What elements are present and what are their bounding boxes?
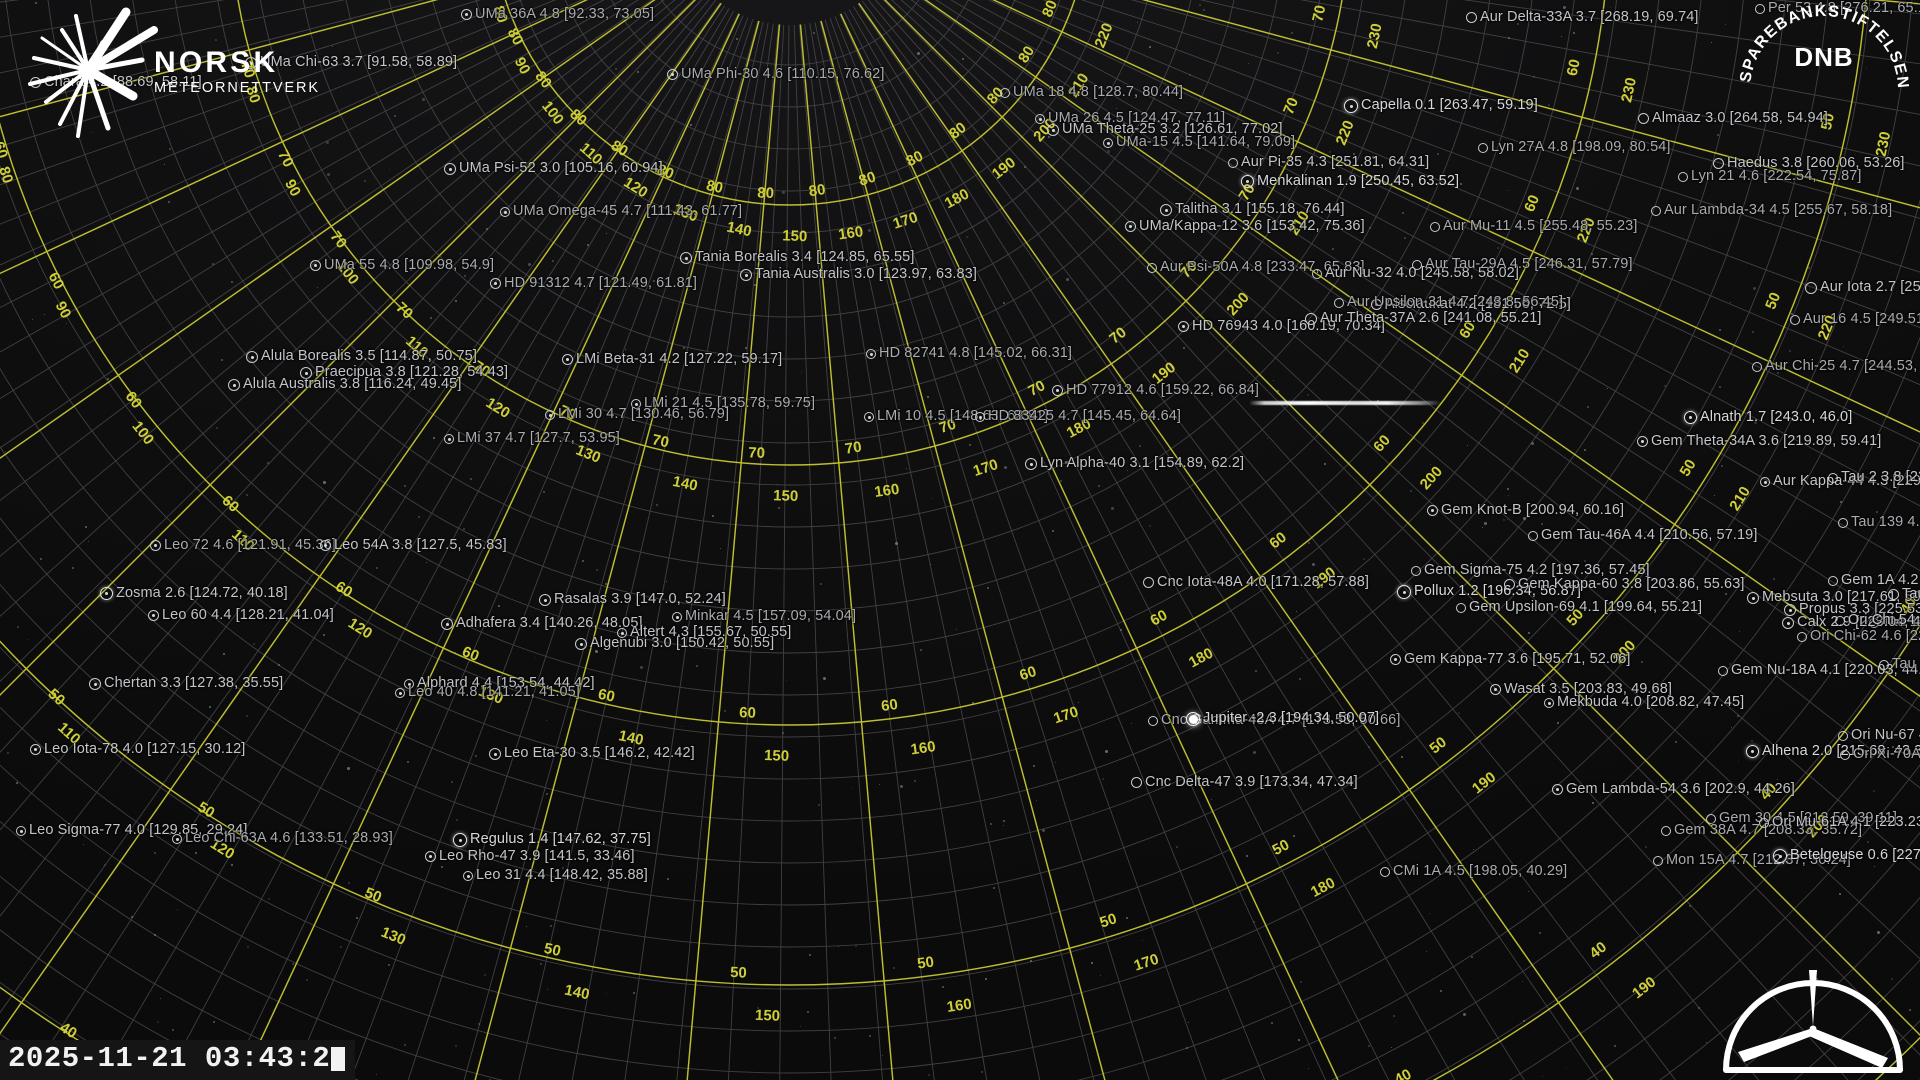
meteor-trail — [1249, 401, 1441, 405]
svg-text:50: 50 — [1676, 456, 1699, 479]
svg-text:160: 160 — [837, 223, 864, 243]
svg-text:80: 80 — [808, 181, 827, 200]
norsk-meteornettverk-logo: NORSK METEORNETTVERK — [16, 6, 406, 146]
svg-text:80: 80 — [946, 119, 970, 143]
svg-text:170: 170 — [1052, 703, 1081, 727]
svg-text:140: 140 — [671, 473, 699, 495]
logo-center-text: DNB — [1794, 42, 1853, 72]
svg-text:60: 60 — [1521, 193, 1543, 215]
svg-text:40: 40 — [1897, 594, 1920, 617]
svg-text:150: 150 — [782, 227, 808, 245]
svg-text:70: 70 — [937, 416, 958, 437]
logo-subtitle: METEORNETTVERK — [154, 80, 320, 96]
svg-text:170: 170 — [971, 456, 1000, 480]
svg-text:150: 150 — [755, 1007, 781, 1025]
svg-text:230: 230 — [1364, 22, 1386, 50]
svg-text:90: 90 — [511, 55, 534, 78]
svg-text:70: 70 — [326, 228, 350, 252]
svg-text:70: 70 — [557, 402, 579, 424]
svg-text:160: 160 — [873, 481, 900, 501]
sparebankstiftelsen-dnb-logo: SPAREBANKSTIFTELSEN DNB — [1734, 0, 1914, 134]
svg-text:50: 50 — [1098, 910, 1119, 931]
svg-text:80: 80 — [1015, 43, 1038, 66]
svg-text:50: 50 — [730, 964, 747, 982]
svg-text:80: 80 — [1039, 0, 1061, 20]
svg-text:80: 80 — [242, 84, 263, 105]
svg-text:70: 70 — [237, 59, 258, 80]
svg-text:160: 160 — [946, 996, 973, 1016]
svg-text:140: 140 — [563, 982, 591, 1004]
svg-text:150: 150 — [764, 747, 790, 765]
meteor-burst-icon — [28, 7, 158, 138]
svg-text:160: 160 — [910, 738, 937, 758]
svg-text:170: 170 — [1132, 951, 1161, 975]
svg-text:60: 60 — [122, 388, 146, 412]
svg-text:50: 50 — [194, 798, 217, 821]
svg-text:90: 90 — [281, 177, 304, 200]
svg-text:80: 80 — [705, 177, 725, 197]
svg-text:170: 170 — [891, 209, 920, 233]
svg-text:80: 80 — [504, 25, 527, 48]
svg-text:50: 50 — [1818, 112, 1838, 132]
svg-text:70: 70 — [274, 147, 297, 170]
svg-text:70: 70 — [1025, 377, 1048, 400]
svg-text:80: 80 — [903, 147, 926, 170]
svg-text:60: 60 — [1564, 58, 1584, 78]
svg-text:60: 60 — [1266, 529, 1290, 553]
logo-title: NORSK — [154, 46, 279, 79]
svg-text:40: 40 — [57, 1019, 80, 1042]
timestamp-caret — [331, 1047, 346, 1071]
svg-text:140: 140 — [725, 219, 753, 241]
svg-text:60: 60 — [460, 643, 482, 665]
svg-text:80: 80 — [531, 68, 555, 92]
svg-text:60: 60 — [739, 704, 756, 722]
svg-text:90: 90 — [52, 299, 75, 322]
svg-text:70: 70 — [1106, 324, 1130, 348]
svg-text:80: 80 — [490, 4, 511, 25]
svg-text:60: 60 — [1017, 663, 1038, 684]
svg-text:50: 50 — [1762, 290, 1784, 312]
svg-text:230: 230 — [1873, 130, 1895, 158]
svg-text:80: 80 — [857, 168, 878, 189]
svg-text:80: 80 — [608, 137, 631, 160]
svg-text:50: 50 — [1270, 836, 1293, 859]
svg-text:80: 80 — [757, 185, 774, 203]
svg-text:60: 60 — [597, 686, 617, 706]
svg-text:60: 60 — [880, 696, 899, 715]
svg-text:50: 50 — [362, 884, 384, 906]
svg-text:50: 50 — [1426, 734, 1450, 758]
svg-text:70: 70 — [1280, 95, 1302, 117]
allsky-dome-icon — [1718, 966, 1908, 1076]
svg-text:60: 60 — [45, 269, 68, 292]
svg-text:70: 70 — [1309, 4, 1329, 24]
svg-text:70: 70 — [651, 431, 671, 451]
svg-text:140: 140 — [617, 727, 645, 749]
svg-text:230: 230 — [1618, 76, 1640, 104]
svg-text:80: 80 — [654, 161, 676, 183]
svg-text:60: 60 — [332, 578, 355, 601]
timestamp-value: 2025-11-21 03:43:2 — [8, 1042, 331, 1075]
svg-text:40: 40 — [1586, 939, 1610, 963]
timestamp-overlay: 2025-11-21 03:43:2 — [0, 1040, 356, 1080]
svg-text:70: 70 — [748, 444, 765, 462]
svg-text:70: 70 — [844, 439, 863, 458]
svg-text:60: 60 — [1147, 607, 1170, 630]
svg-text:80: 80 — [0, 164, 16, 185]
svg-text:70: 70 — [470, 357, 493, 380]
svg-text:50: 50 — [916, 953, 935, 972]
svg-text:50: 50 — [542, 940, 562, 960]
svg-text:60: 60 — [1456, 319, 1479, 342]
svg-text:150: 150 — [773, 487, 799, 505]
svg-text:60: 60 — [0, 139, 11, 160]
